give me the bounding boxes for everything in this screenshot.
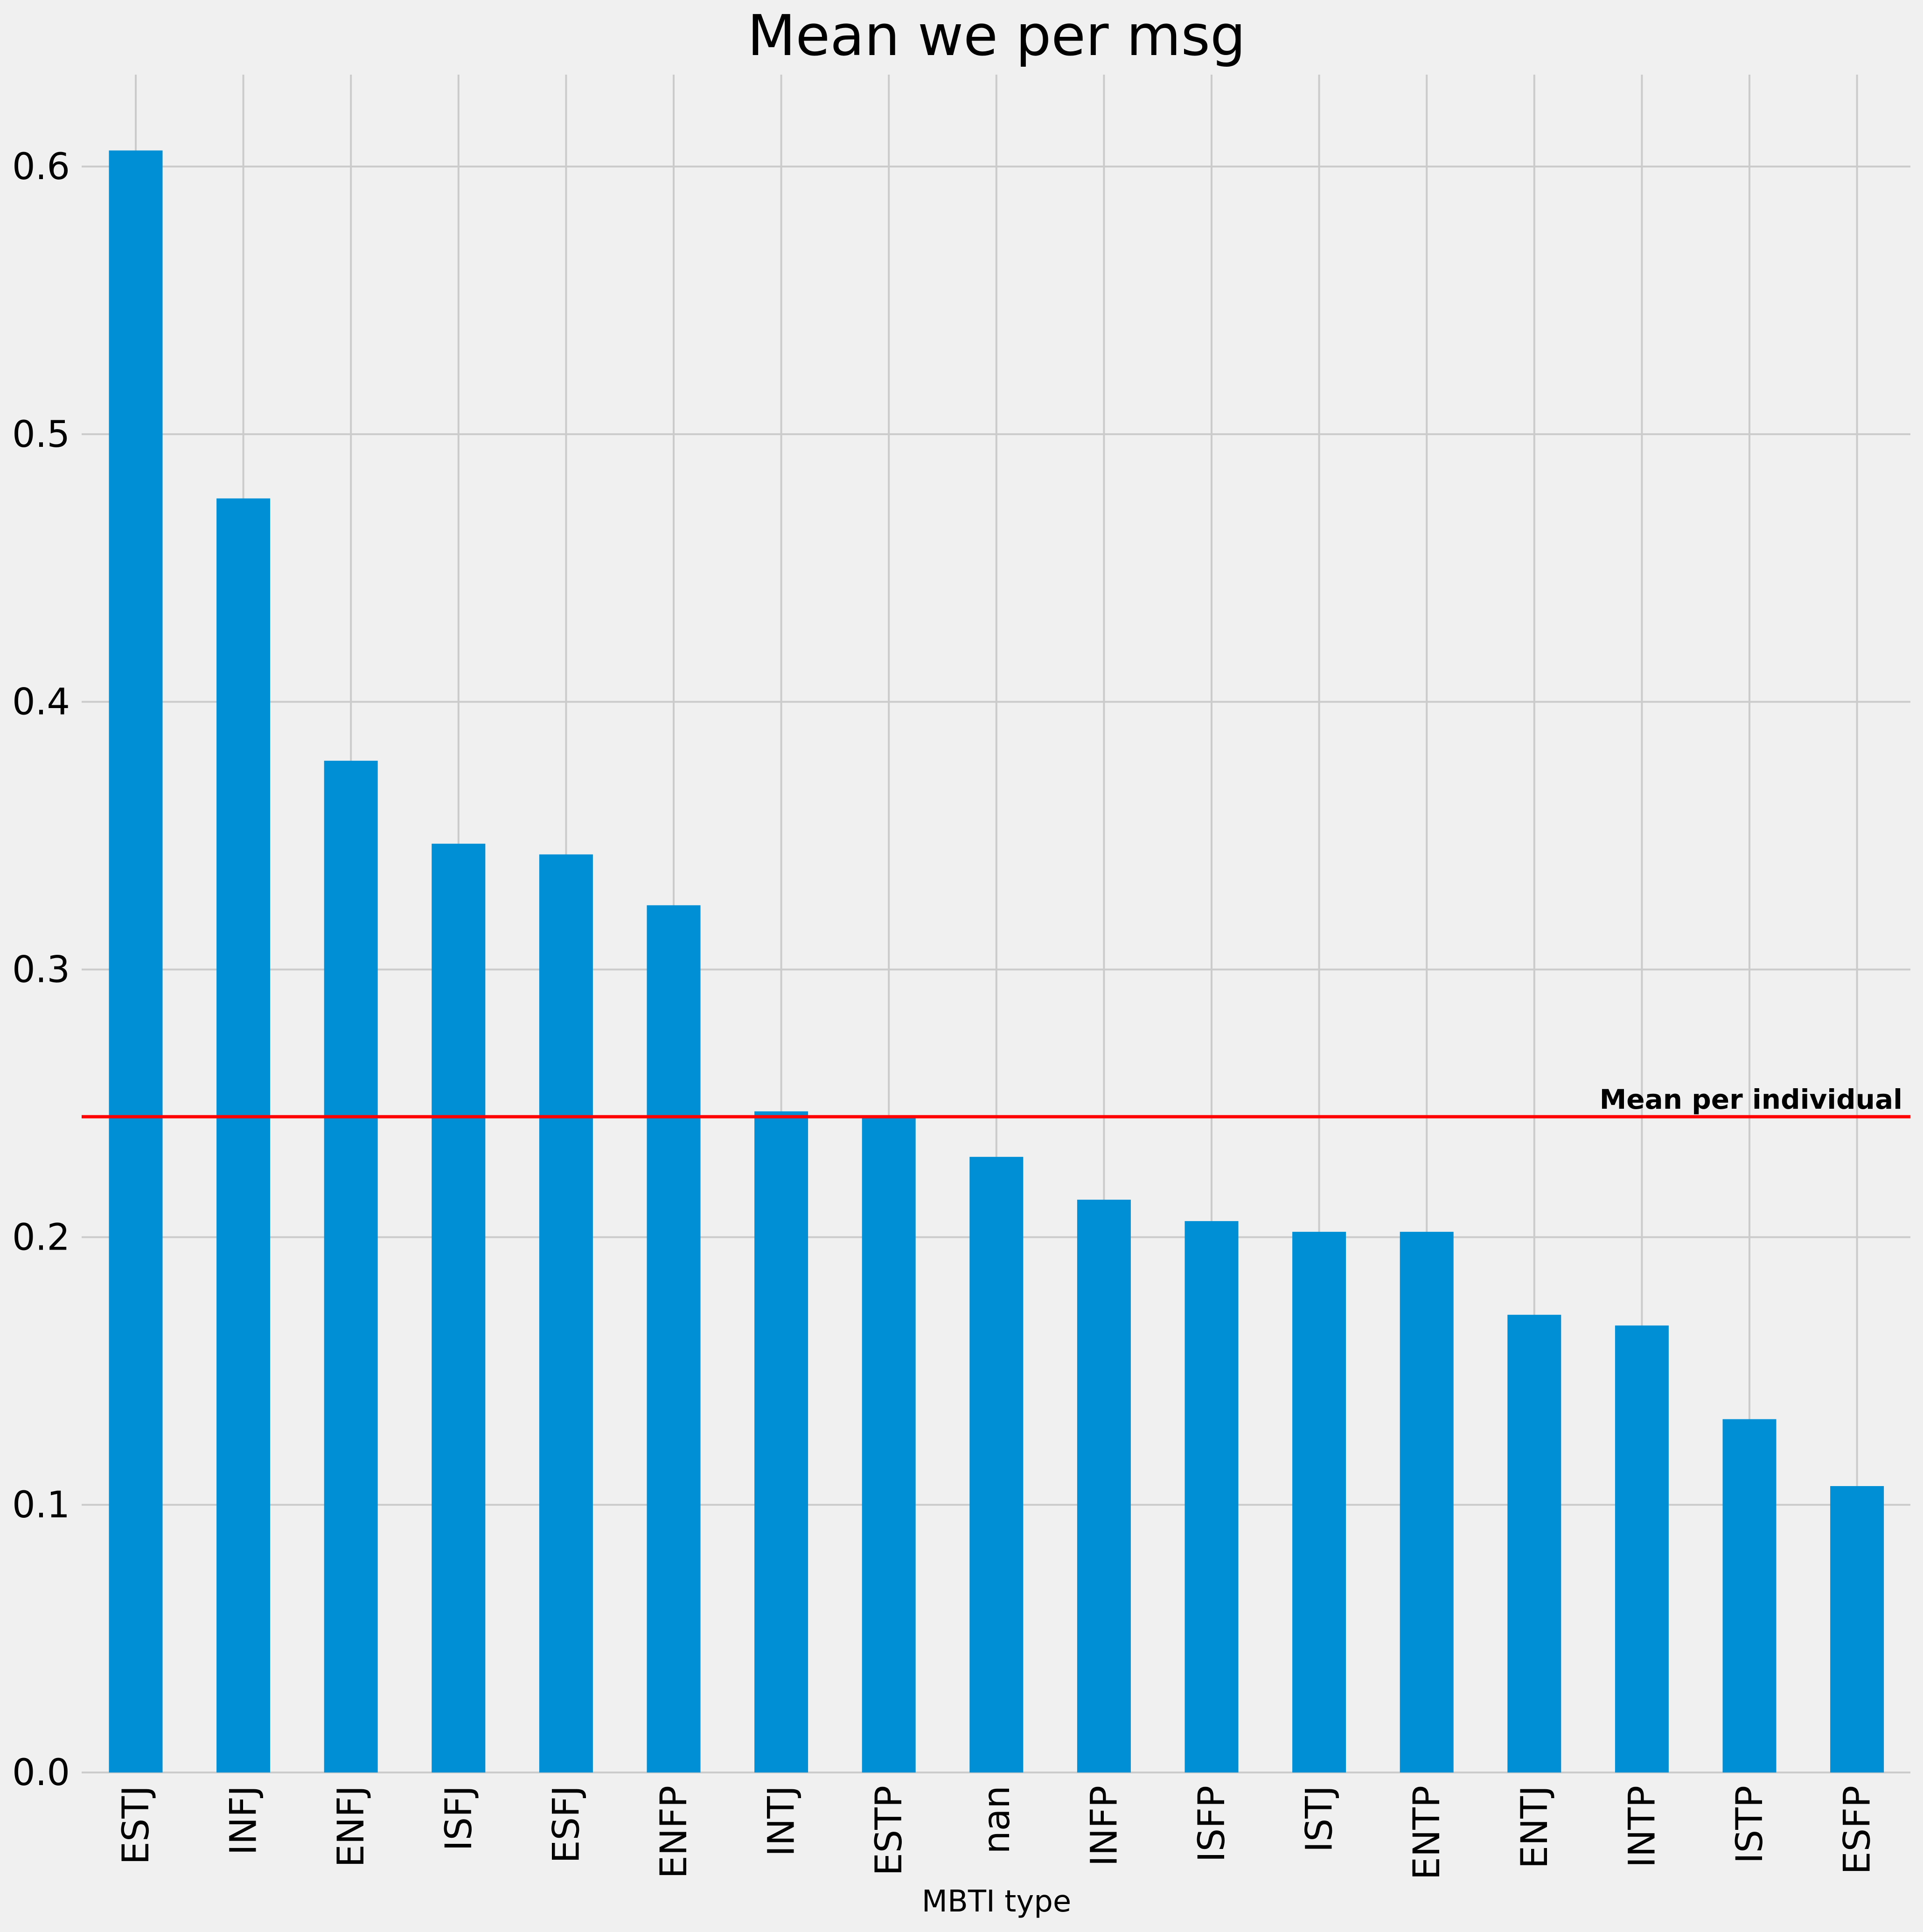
bar [109, 150, 163, 1772]
bar [432, 843, 486, 1772]
x-tick-label: ENTP [1406, 1786, 1448, 1880]
bar [1830, 1486, 1884, 1772]
y-tick-label: 0.6 [12, 146, 70, 188]
y-tick-label: 0.1 [12, 1484, 70, 1526]
x-tick-label: ESTP [868, 1786, 910, 1876]
x-tick-label: ESFJ [545, 1786, 587, 1863]
ticks-layer: 0.0 0.1 0.2 0.3 0.4 0.5 0.6 ESTJ INFJ ENFJ ISFJ ESF… [12, 146, 1879, 1880]
y-tick-label: 0.4 [12, 681, 70, 723]
bar [1292, 1231, 1346, 1772]
x-tick-label: INTJ [761, 1786, 803, 1856]
bar [754, 1111, 808, 1772]
y-tick-label: 0.0 [12, 1752, 70, 1794]
reference-layer: Mean per individual [82, 1084, 1910, 1119]
bar [1184, 1221, 1239, 1772]
bar [969, 1157, 1024, 1772]
x-tick-label: ISTJ [1299, 1786, 1341, 1852]
bar [1077, 1199, 1131, 1772]
bar [539, 854, 593, 1772]
x-tick-label: ENFP [653, 1786, 695, 1879]
x-tick-label: INFP [1083, 1786, 1125, 1866]
mean-reference-label: Mean per individual [1600, 1084, 1902, 1115]
bar [862, 1117, 916, 1772]
x-tick-label: ISFP [1191, 1786, 1233, 1862]
x-tick-label: nan [976, 1786, 1018, 1854]
x-tick-label: ISFJ [438, 1786, 480, 1851]
bar [216, 498, 271, 1773]
x-tick-label: ENTJ [1514, 1786, 1556, 1869]
bars-layer [109, 150, 1884, 1773]
x-tick-label: ESTJ [115, 1786, 157, 1864]
x-tick-label: ISTP [1729, 1786, 1771, 1863]
bar [324, 760, 378, 1772]
y-tick-label: 0.5 [12, 414, 70, 456]
y-tick-label: 0.3 [12, 949, 70, 991]
bar [1615, 1325, 1669, 1772]
x-axis-label: MBTI type [922, 1884, 1071, 1919]
chart-title: Mean we per msg [747, 4, 1246, 69]
bar [1507, 1314, 1561, 1772]
y-tick-label: 0.2 [12, 1216, 70, 1258]
x-tick-label: ESFP [1837, 1786, 1879, 1875]
bar [1722, 1419, 1777, 1772]
bar [647, 905, 701, 1772]
x-tick-label: ENFJ [330, 1786, 372, 1868]
bar [1400, 1231, 1454, 1772]
x-tick-label: INTP [1621, 1786, 1663, 1868]
x-tick-label: INFJ [223, 1786, 265, 1855]
